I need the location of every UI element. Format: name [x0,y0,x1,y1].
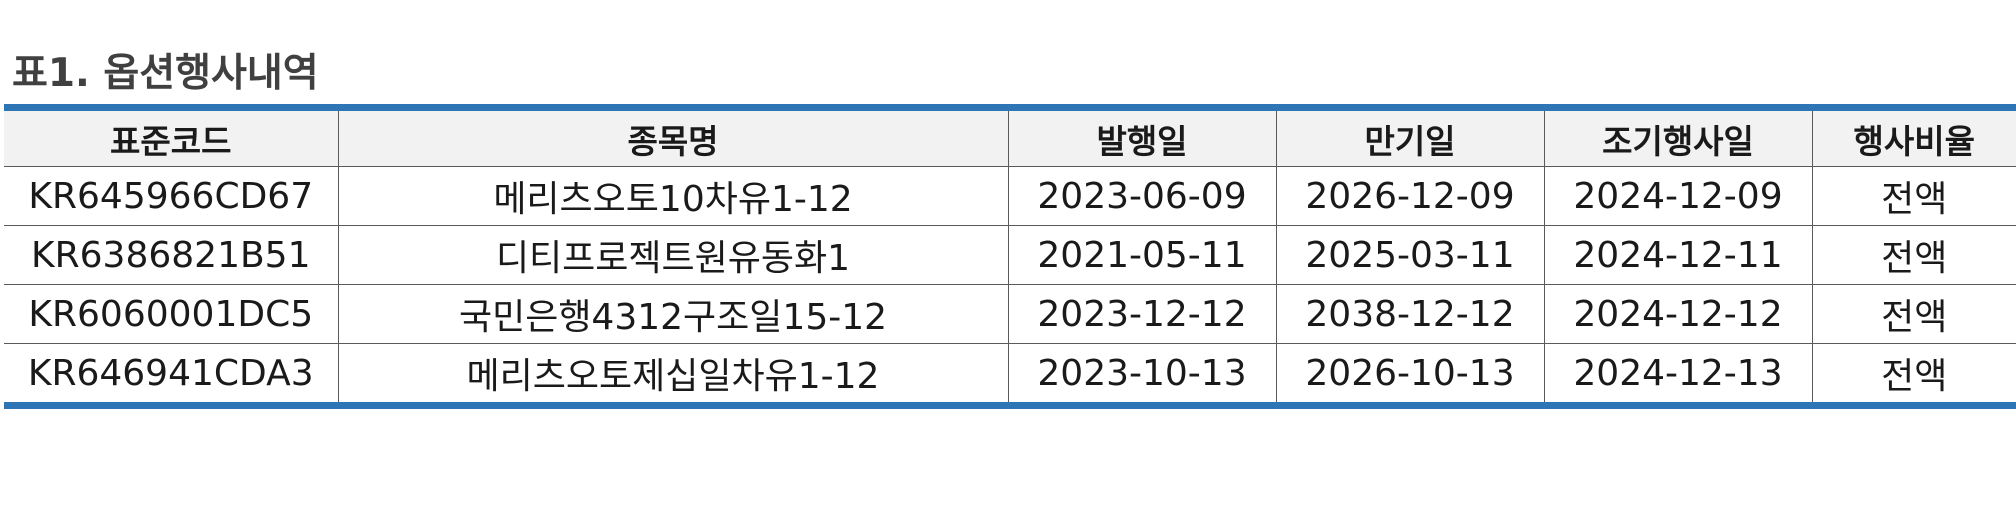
cell-maturity-date: 2026-12-09 [1275,166,1545,226]
cell-issue-date: 2023-12-12 [1007,284,1277,344]
cell-issue-date: 2023-06-09 [1007,166,1277,226]
cell-early-exercise-date: 2024-12-11 [1543,225,1813,285]
cell-exercise-ratio: 전액 [1811,166,2016,226]
cell-early-exercise-date: 2024-12-12 [1543,284,1813,344]
cell-early-exercise-date: 2024-12-13 [1543,343,1813,406]
table-row: KR6386821B51 디티프로젝트원유동화1 2021-05-11 2025… [4,225,2016,285]
cell-standard-code: KR6386821B51 [4,225,339,285]
cell-exercise-ratio: 전액 [1811,343,2016,406]
table-title: 표1. 옵션행사내역 [12,51,319,96]
header-standard-code: 표준코드 [4,107,339,167]
option-exercise-table: 표준코드 종목명 발행일 만기일 조기행사일 행사비율 KR645966CD67… [4,104,2016,409]
cell-issue-date: 2023-10-13 [1007,343,1277,406]
cell-maturity-date: 2026-10-13 [1275,343,1545,406]
cell-security-name: 메리츠오토제십일차유1-12 [337,343,1009,406]
cell-security-name: 메리츠오토10차유1-12 [337,166,1009,226]
cell-exercise-ratio: 전액 [1811,284,2016,344]
cell-early-exercise-date: 2024-12-09 [1543,166,1813,226]
cell-maturity-date: 2025-03-11 [1275,225,1545,285]
header-exercise-ratio: 행사비율 [1811,107,2016,167]
cell-standard-code: KR646941CDA3 [4,343,339,406]
header-early-exercise-date: 조기행사일 [1543,107,1813,167]
table-row: KR645966CD67 메리츠오토10차유1-12 2023-06-09 20… [4,166,2016,226]
table-row: KR646941CDA3 메리츠오토제십일차유1-12 2023-10-13 2… [4,343,2016,406]
header-issue-date: 발행일 [1007,107,1277,167]
cell-security-name: 국민은행4312구조일15-12 [337,284,1009,344]
header-security-name: 종목명 [337,107,1009,167]
cell-security-name: 디티프로젝트원유동화1 [337,225,1009,285]
cell-issue-date: 2021-05-11 [1007,225,1277,285]
cell-standard-code: KR6060001DC5 [4,284,339,344]
cell-maturity-date: 2038-12-12 [1275,284,1545,344]
table-row: KR6060001DC5 국민은행4312구조일15-12 2023-12-12… [4,284,2016,344]
cell-standard-code: KR645966CD67 [4,166,339,226]
table-header-row: 표준코드 종목명 발행일 만기일 조기행사일 행사비율 [4,107,2016,167]
cell-exercise-ratio: 전액 [1811,225,2016,285]
header-maturity-date: 만기일 [1275,107,1545,167]
